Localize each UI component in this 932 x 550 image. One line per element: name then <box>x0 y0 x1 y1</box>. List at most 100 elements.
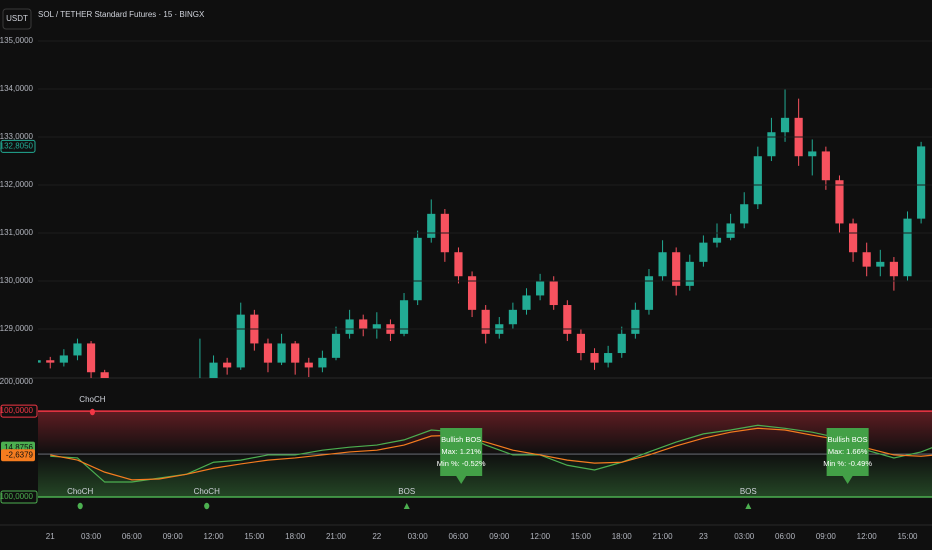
candle-body <box>277 343 286 363</box>
callout-text: Bullish BOS <box>441 435 481 444</box>
candle-body <box>345 319 354 334</box>
x-tick-label: 15:00 <box>571 532 592 541</box>
candle-body <box>263 343 273 363</box>
y-tick-label: 130,0000 <box>0 276 34 285</box>
x-tick-label: 12:00 <box>530 532 551 541</box>
candle-body <box>291 343 300 363</box>
candle-body <box>672 252 681 286</box>
x-tick-label: 06:00 <box>122 532 143 541</box>
y-tick-label: -100,0000 <box>0 492 34 501</box>
last-price-box <box>0 139 36 153</box>
candle-body <box>46 360 55 363</box>
x-tick-label: 15:00 <box>897 532 918 541</box>
marker-triangle <box>745 503 752 509</box>
last-value-label: 14,8756 <box>4 443 33 452</box>
candle-body <box>767 132 776 157</box>
callout-box <box>440 428 483 484</box>
candle-body <box>86 343 96 373</box>
candle-body <box>848 223 858 253</box>
currency-button[interactable] <box>2 8 32 30</box>
candle-body <box>73 343 82 356</box>
x-tick-label: 23 <box>699 532 708 541</box>
price-pane <box>38 89 926 378</box>
last-value-label: -2,6379 <box>6 450 34 459</box>
candle-body <box>318 357 327 368</box>
candle-body <box>59 355 68 363</box>
oscillator-line <box>50 424 932 483</box>
candle-body <box>508 309 517 325</box>
candle-body <box>889 261 898 277</box>
candle-body <box>644 276 654 310</box>
x-tick-label: 21 <box>46 532 55 541</box>
y-tick-label: 135,0000 <box>0 36 34 45</box>
y-tick-label: 134,0000 <box>0 84 34 93</box>
candle-body <box>753 156 762 205</box>
candle-body <box>780 117 790 133</box>
marker-label: ChoCH <box>67 487 93 496</box>
marker-triangle <box>403 503 410 509</box>
callout-text: Bullish BOS <box>828 435 868 444</box>
candle-body <box>467 276 477 310</box>
marker-dot <box>204 502 210 510</box>
chart-title: SOL / TETHER Standard Futures · 15 · BIN… <box>38 10 205 19</box>
x-tick-label: 03:00 <box>81 532 102 541</box>
callout-text: Min %: -0.49% <box>823 459 872 468</box>
x-tick-label: 09:00 <box>489 532 510 541</box>
callout-box <box>826 428 869 484</box>
marker-dot <box>89 408 96 416</box>
candle-body <box>685 261 694 286</box>
y-tick-label: 131,0000 <box>0 228 34 237</box>
candle-body <box>590 353 599 363</box>
currency-button-label[interactable]: USDT <box>6 14 28 23</box>
candle-body <box>481 309 490 334</box>
x-tick-label: 12:00 <box>857 532 878 541</box>
y-tick-label: 100,0000 <box>0 406 34 415</box>
candle-body <box>726 223 735 238</box>
candle-body <box>304 362 313 368</box>
x-tick-label: 21:00 <box>653 532 674 541</box>
x-tick-label: 15:00 <box>244 532 265 541</box>
candle-body <box>712 237 722 243</box>
candle-body <box>38 360 41 363</box>
marker-label: BOS <box>398 487 415 496</box>
marker-label: ChoCH <box>194 487 220 496</box>
overbought-fill <box>38 411 932 455</box>
x-tick-label: 22 <box>372 532 381 541</box>
candle-body <box>454 252 463 277</box>
y-tick-label: 132,0000 <box>0 180 34 189</box>
oversold-fill <box>38 454 932 498</box>
x-tick-label: 06:00 <box>448 532 469 541</box>
candle-body <box>903 218 912 277</box>
x-tick-label: 21:00 <box>326 532 347 541</box>
last-value-box <box>1 449 35 462</box>
marker-dot <box>77 502 83 510</box>
candle-body <box>917 146 926 219</box>
candle-body <box>549 281 558 306</box>
y-tick-label: 200,0000 <box>0 377 34 386</box>
callout-text: Min %: -0.52% <box>437 459 486 468</box>
candle-body <box>699 242 708 262</box>
oscillator-line <box>50 427 932 481</box>
candle-body <box>862 252 871 267</box>
candle-body <box>631 309 640 334</box>
candle-body <box>359 319 368 330</box>
level-label-box <box>0 404 38 418</box>
x-tick-label: 09:00 <box>163 532 184 541</box>
candle-body <box>536 281 545 296</box>
candle-body <box>223 362 232 368</box>
x-tick-label: 03:00 <box>408 532 429 541</box>
y-tick-label: 133,0000 <box>0 132 34 141</box>
x-tick-label: 18:00 <box>285 532 306 541</box>
candle-body <box>522 295 531 310</box>
candle-body <box>399 300 409 334</box>
candle-body <box>876 261 885 267</box>
y-tick-label: 129,0000 <box>0 324 34 333</box>
candle-body <box>576 333 586 354</box>
callout-text: Max: 1.66% <box>828 447 868 456</box>
x-tick-label: 09:00 <box>816 532 837 541</box>
candle-body <box>427 213 436 238</box>
candle-body <box>209 362 218 378</box>
callout-text: Max: 1.21% <box>441 447 481 456</box>
